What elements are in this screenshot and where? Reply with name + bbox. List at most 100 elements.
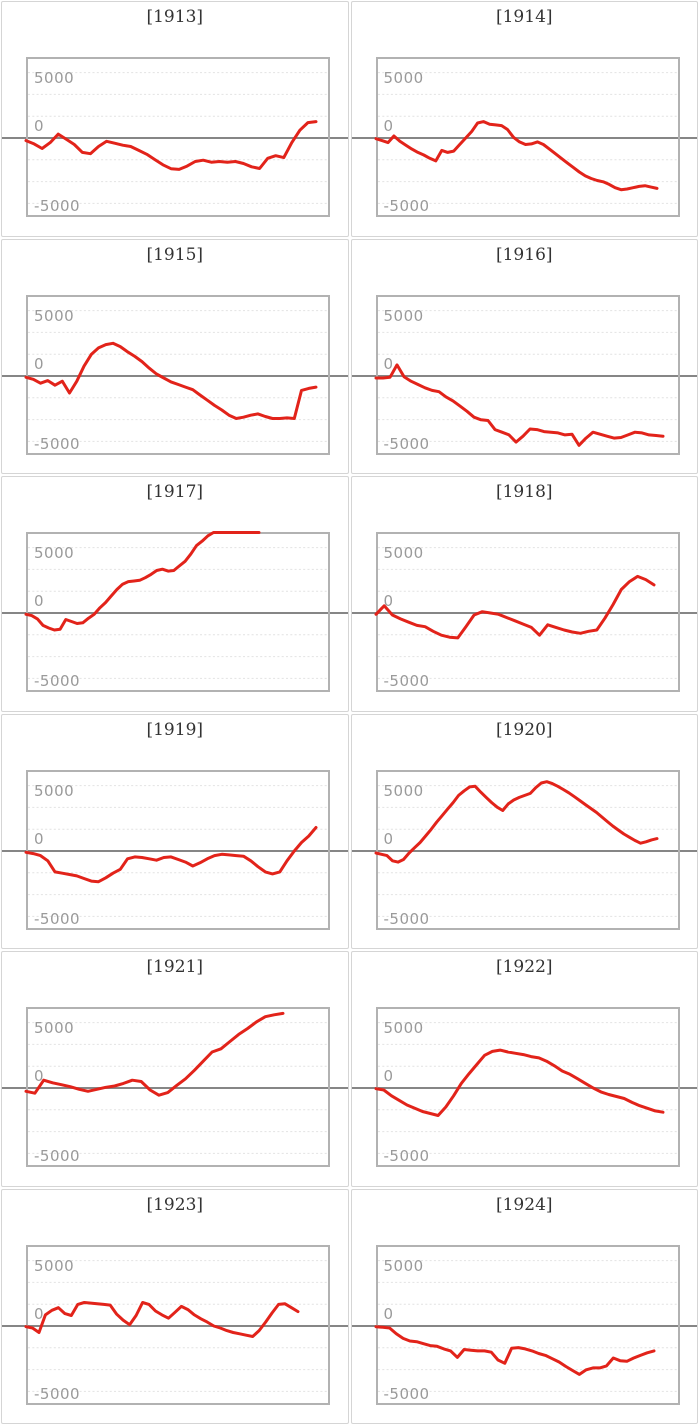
chart-title: [1914] [495, 7, 553, 27]
y-tick-label-5000: 5000 [383, 1256, 424, 1275]
plot-area [374, 1244, 680, 1405]
y-tick-label-neg5000: -5000 [383, 909, 430, 928]
y-tick-label-5000: 5000 [383, 69, 424, 87]
chart-panel-1918: [1918] 5000 0 -5000 [350, 476, 698, 712]
chart-panel-1920: [1920] 5000 0 -5000 [350, 713, 698, 949]
data-line-1915 [24, 341, 318, 420]
line-chart-svg [374, 779, 678, 917]
plot-area [24, 531, 330, 692]
chart-panel-1919: [1919] 5000 0 -5000 [1, 713, 349, 949]
chart-title: [1916] [495, 244, 553, 265]
y-tick-label-neg5000: -5000 [383, 1384, 430, 1403]
data-line-1917 [24, 531, 261, 632]
zero-baseline [2, 374, 348, 377]
y-tick-label-0: 0 [34, 592, 45, 610]
chart-panel-1923: [1923] 5000 0 -5000 [1, 1188, 349, 1424]
y-tick-label-0: 0 [383, 354, 394, 373]
line-chart-svg [24, 1259, 328, 1392]
chart-panel-1917: [1917] 5000 0 -5000 [1, 476, 349, 712]
plot-area [24, 769, 330, 930]
plot-area [374, 769, 680, 930]
data-line-1913 [24, 120, 318, 171]
line-chart-svg [24, 531, 328, 679]
y-tick-label-5000: 5000 [34, 544, 75, 562]
y-tick-label-0: 0 [383, 1304, 394, 1323]
y-tick-label-0: 0 [34, 1067, 45, 1085]
zero-baseline [351, 374, 697, 377]
plot-area [24, 57, 330, 217]
y-tick-label-neg5000: -5000 [34, 672, 81, 690]
zero-baseline [2, 849, 348, 852]
y-tick-label-neg5000: -5000 [34, 909, 81, 928]
chart-panel-1922: [1922] 5000 0 -5000 [350, 951, 698, 1187]
y-tick-label-neg5000: -5000 [383, 197, 430, 215]
y-tick-label-neg5000: -5000 [34, 1147, 81, 1165]
y-tick-label-5000: 5000 [34, 1019, 75, 1037]
y-tick-label-5000: 5000 [383, 306, 424, 325]
line-chart-svg [374, 309, 678, 447]
y-tick-label-0: 0 [34, 354, 45, 373]
y-tick-label-5000: 5000 [383, 544, 424, 562]
chart-panel-1916: [1916] 5000 0 -5000 [350, 238, 698, 474]
y-tick-label-5000: 5000 [383, 781, 424, 800]
line-chart-svg [374, 1259, 678, 1392]
chart-title: [1917] [146, 482, 204, 502]
line-chart-svg [24, 309, 328, 442]
zero-baseline [351, 849, 697, 852]
y-tick-label-0: 0 [34, 1304, 45, 1323]
data-line-1921 [24, 1011, 285, 1097]
chart-panel-1914: [1914] 5000 0 -5000 [350, 1, 698, 237]
zero-baseline [351, 1324, 697, 1327]
y-tick-label-0: 0 [383, 592, 394, 610]
plot-area [374, 57, 680, 217]
chart-title: [1923] [146, 1194, 204, 1215]
line-chart-svg [374, 1022, 678, 1154]
zero-baseline [351, 1087, 697, 1089]
chart-panel-1913: [1913] 5000 0 -5000 [1, 1, 349, 237]
line-chart-svg [24, 72, 328, 204]
zero-baseline [351, 612, 697, 614]
zero-baseline [351, 137, 697, 139]
y-tick-label-5000: 5000 [34, 781, 75, 800]
y-tick-label-0: 0 [34, 829, 45, 848]
line-chart-svg [24, 784, 328, 917]
y-tick-label-0: 0 [383, 829, 394, 848]
y-tick-label-0: 0 [383, 1067, 394, 1085]
zero-baseline [2, 612, 348, 614]
y-tick-label-neg5000: -5000 [383, 672, 430, 690]
chart-title: [1919] [146, 719, 204, 740]
data-line-1919 [24, 825, 318, 883]
chart-title: [1922] [495, 957, 553, 977]
plot-area [374, 1007, 680, 1167]
chart-panel-1924: [1924] 5000 0 -5000 [350, 1188, 698, 1424]
y-tick-label-5000: 5000 [383, 1019, 424, 1037]
y-tick-label-5000: 5000 [34, 306, 75, 325]
chart-title: [1918] [495, 482, 553, 502]
line-chart-svg [24, 1011, 328, 1154]
y-tick-label-neg5000: -5000 [383, 434, 430, 453]
line-chart-svg [374, 72, 678, 204]
line-chart-svg [374, 547, 678, 679]
data-line-1914 [374, 120, 658, 192]
zero-baseline [2, 1324, 348, 1327]
plot-area [24, 294, 330, 455]
plot-area [24, 1007, 330, 1167]
y-tick-label-5000: 5000 [34, 69, 75, 87]
chart-title: [1913] [146, 7, 204, 27]
y-tick-label-neg5000: -5000 [383, 1147, 430, 1165]
y-tick-label-0: 0 [383, 117, 394, 135]
data-line-1920 [374, 779, 658, 864]
y-tick-label-neg5000: -5000 [34, 1384, 81, 1403]
plot-area [374, 532, 680, 692]
chart-title: [1924] [495, 1194, 553, 1215]
chart-title: [1915] [146, 244, 204, 265]
data-line-1918 [374, 574, 655, 640]
chart-panel-1915: [1915] 5000 0 -5000 [1, 238, 349, 474]
data-line-1916 [374, 362, 664, 447]
data-line-1923 [24, 1300, 300, 1338]
zero-baseline [2, 137, 348, 139]
plot-area [24, 1244, 330, 1405]
plot-area [374, 294, 680, 455]
y-tick-label-5000: 5000 [34, 1256, 75, 1275]
